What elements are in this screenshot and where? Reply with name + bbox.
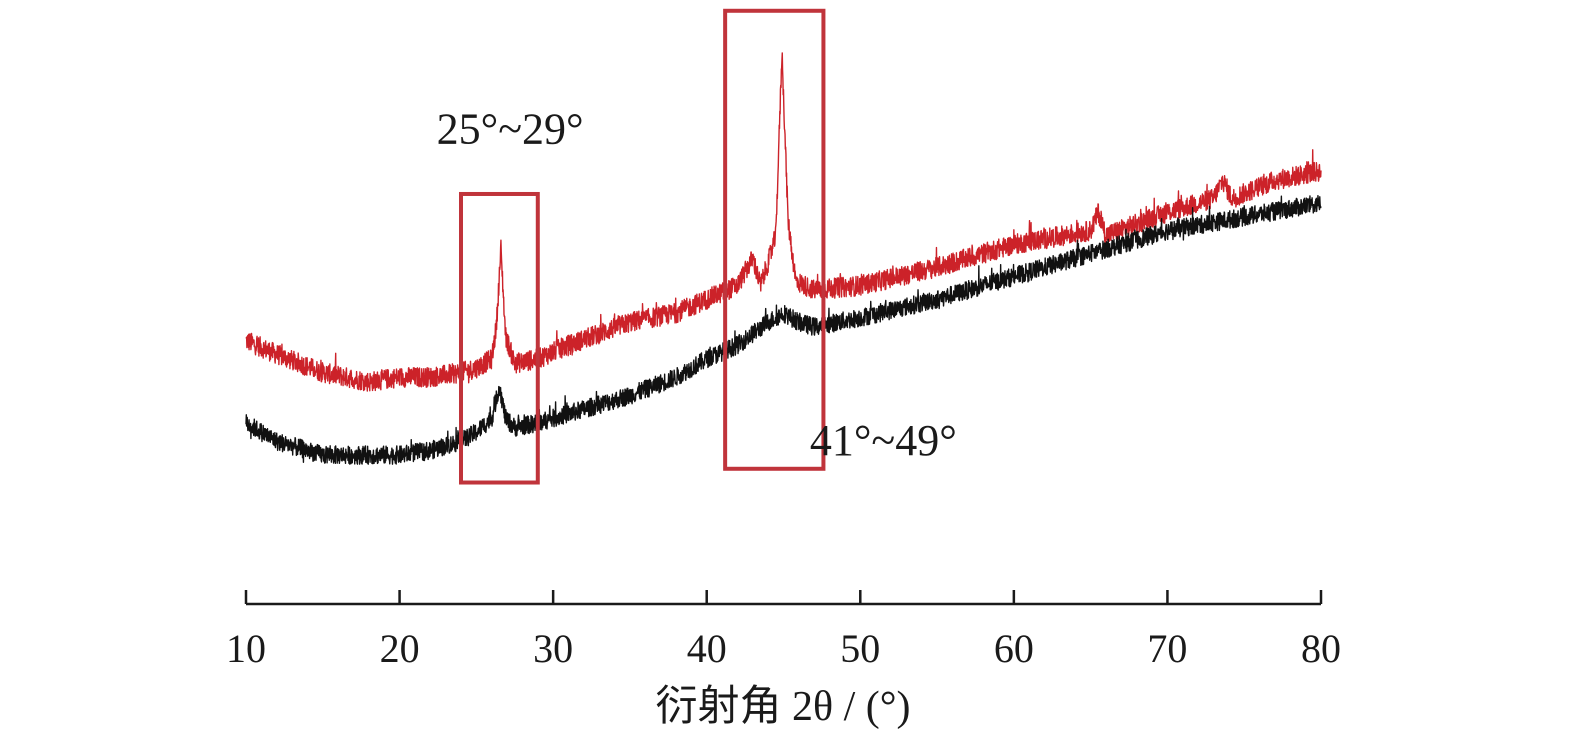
x-tick-label: 40 [687,626,727,671]
x-tick-label: 10 [226,626,266,671]
series-layer [245,52,1322,465]
x-tick-label: 20 [380,626,420,671]
x-tick-layer: 10 20 30 40 50 60 70 80 [226,590,1341,671]
x-tick-label: 80 [1301,626,1341,671]
x-axis-label: 衍射角 2θ / (°) [655,684,910,730]
x-tick-label: 50 [840,626,880,671]
highlight-box-2 [723,8,826,471]
annotation-2: 41°~49° [810,416,957,465]
annotation-layer: 25°~29° 41°~49° [437,105,957,465]
x-tick-label: 30 [533,626,573,671]
highlight-box-1 [459,191,540,485]
annotation-1: 25°~29° [437,105,584,154]
x-tick-label: 70 [1147,626,1187,671]
x-tick-label: 60 [994,626,1034,671]
series-line-1 [245,52,1322,392]
highlight-box-layer [459,8,826,485]
series-line-2 [245,195,1322,465]
